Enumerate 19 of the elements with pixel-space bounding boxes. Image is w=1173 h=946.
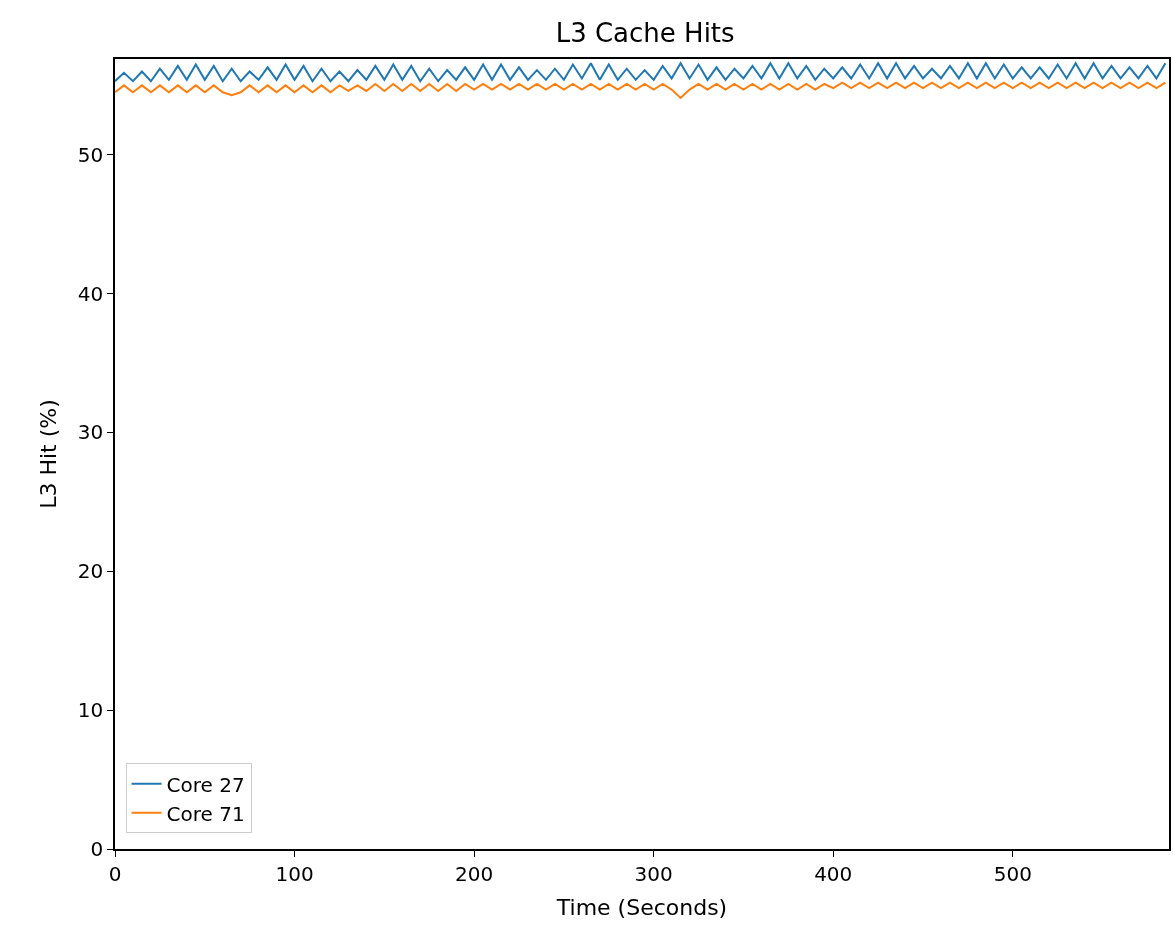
legend-label: Core 27: [166, 772, 245, 797]
line-series: [115, 62, 1167, 83]
line-series: [115, 81, 1167, 99]
y-tick-label: 30: [77, 420, 104, 445]
x-tick-label: 500: [993, 861, 1032, 886]
x-tick-label: 400: [814, 861, 853, 886]
x-tick-label: 0: [108, 861, 122, 886]
y-tick-label: 20: [77, 559, 104, 584]
chart-title: L3 Cache Hits: [555, 17, 735, 48]
y-tick-label: 10: [77, 698, 104, 723]
x-tick-label: 200: [455, 861, 494, 886]
y-tick-label: 0: [90, 837, 104, 861]
x-axis-title: Time (Seconds): [555, 895, 728, 921]
x-tick-label: 100: [275, 861, 314, 886]
x-tick-label: 300: [634, 861, 673, 886]
y-tick-label: 50: [77, 142, 104, 167]
y-axis-title: L3 Hit (%): [36, 399, 62, 509]
y-tick-label: 40: [77, 281, 104, 306]
legend-label: Core 71: [166, 801, 245, 826]
